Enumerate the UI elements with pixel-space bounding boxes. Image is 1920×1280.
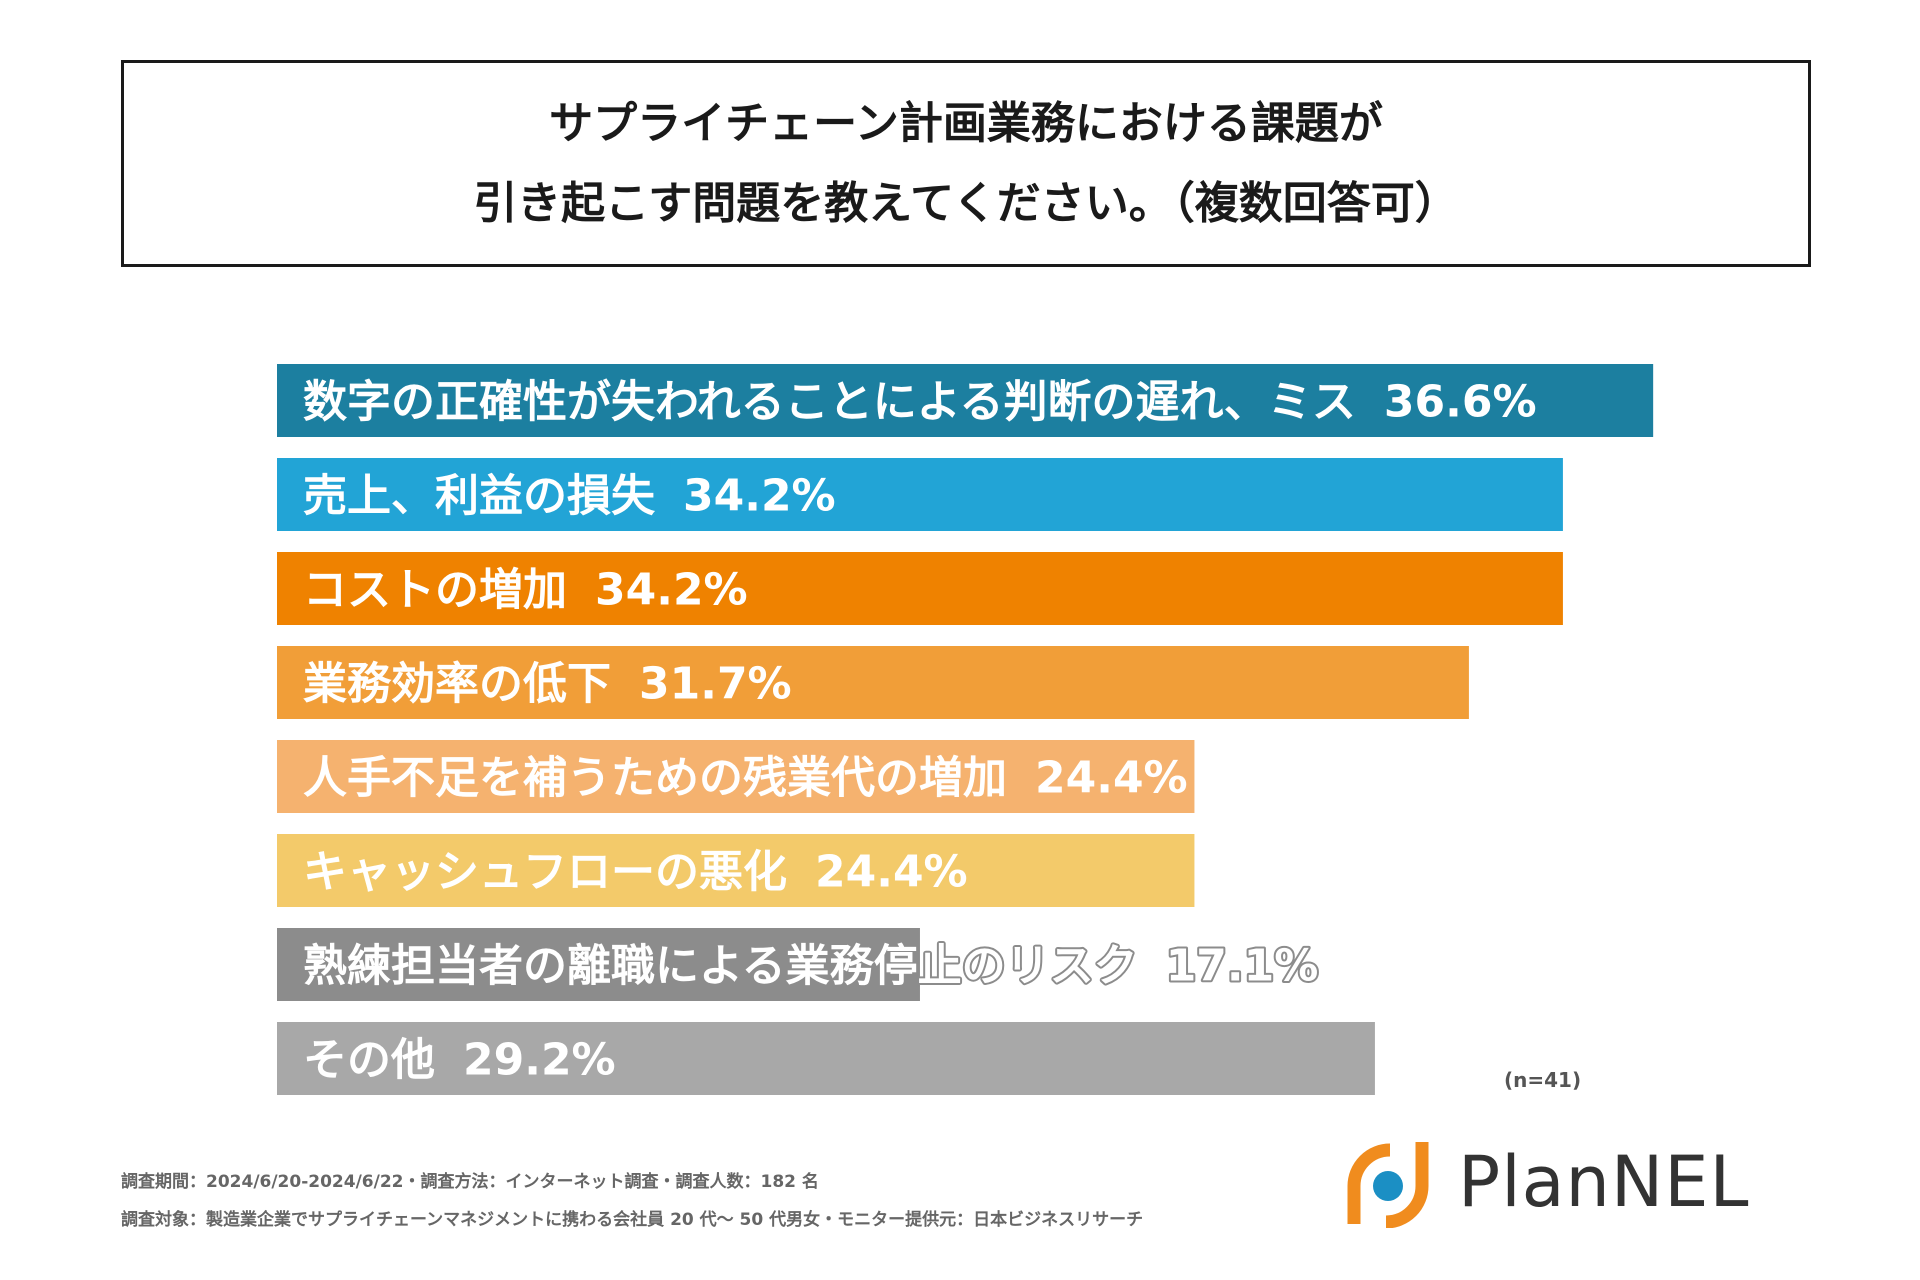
value-label-3: 31.7% — [639, 659, 792, 710]
bar-3 — [277, 646, 1469, 719]
footnote-survey-target: 調査対象：製造業企業でサプライチェーンマネジメントに携わる会社員 20 代〜 5… — [121, 1210, 1144, 1230]
category-label-2: コストの増加 — [303, 565, 567, 616]
bar-label-5: キャッシュフローの悪化 24.4% — [303, 847, 968, 898]
bar-4 — [277, 740, 1195, 813]
plannel-logo: PlanNEL — [1338, 1138, 1818, 1229]
value-label-7: 29.2% — [463, 1035, 616, 1086]
value-label-2: 34.2% — [595, 565, 748, 616]
value-label-0: 36.6% — [1384, 377, 1537, 428]
bar-label-0: 数字の正確性が失われることによる判断の遅れ、ミス 36.6% — [303, 377, 1537, 428]
plannel-logo-icon — [1347, 1142, 1429, 1229]
category-label-4: 人手不足を補うための残業代の増加 — [303, 753, 1007, 804]
value-label-6: 17.1% — [1166, 941, 1319, 992]
category-label-7: その他 — [303, 1035, 435, 1086]
bar-chart: 数字の正確性が失われることによる判断の遅れ、ミス 36.6% 売上、利益の損失 34.… — [277, 364, 1654, 1095]
chart-title-box: サプライチェーン計画業務における課題が 引き起こす問題を教えてください。（複数回… — [121, 60, 1811, 267]
bar-label-4: 人手不足を補うための残業代の増加 24.4% — [303, 753, 1188, 804]
category-label-1: 売上、利益の損失 — [303, 471, 656, 522]
category-label-0: 数字の正確性が失われることによる判断の遅れ、ミス — [303, 377, 1356, 428]
bar-6 — [277, 928, 920, 1001]
bar-label-6: 熟練担当者の離職による業務停止のリスク 17.1% — [303, 941, 1318, 992]
category-label-3: 業務効率の低下 — [303, 659, 611, 710]
value-label-5: 24.4% — [815, 847, 968, 898]
bar-5 — [277, 834, 1195, 907]
value-label-1: 34.2% — [683, 471, 836, 522]
sample-size-note: (n=41) — [1504, 1068, 1582, 1092]
plannel-logo-text: PlanNEL — [1458, 1141, 1750, 1223]
footnote-survey-period: 調査期間：2024/6/20-2024/6/22・調査方法：インターネット調査・… — [121, 1172, 819, 1192]
bar-0 — [277, 364, 1654, 437]
bar-7 — [277, 1022, 1375, 1095]
bar-label-2: コストの増加 34.2% — [303, 565, 748, 616]
value-label-4: 24.4% — [1035, 753, 1188, 804]
category-label-6: 熟練担当者の離職による業務停止のリスク — [303, 941, 1138, 992]
bar-label-1: 売上、利益の損失 34.2% — [303, 471, 836, 522]
bar-label-3: 業務効率の低下 31.7% — [303, 659, 792, 710]
bar-label-7: その他 29.2% — [303, 1035, 616, 1086]
chart-title-line-1: サプライチェーン計画業務における課題が — [549, 97, 1383, 149]
chart-title-line-2: 引き起こす問題を教えてください。（複数回答可） — [473, 177, 1459, 229]
bar-1 — [277, 458, 1563, 531]
bar-2 — [277, 552, 1563, 625]
category-label-5: キャッシュフローの悪化 — [303, 847, 787, 898]
